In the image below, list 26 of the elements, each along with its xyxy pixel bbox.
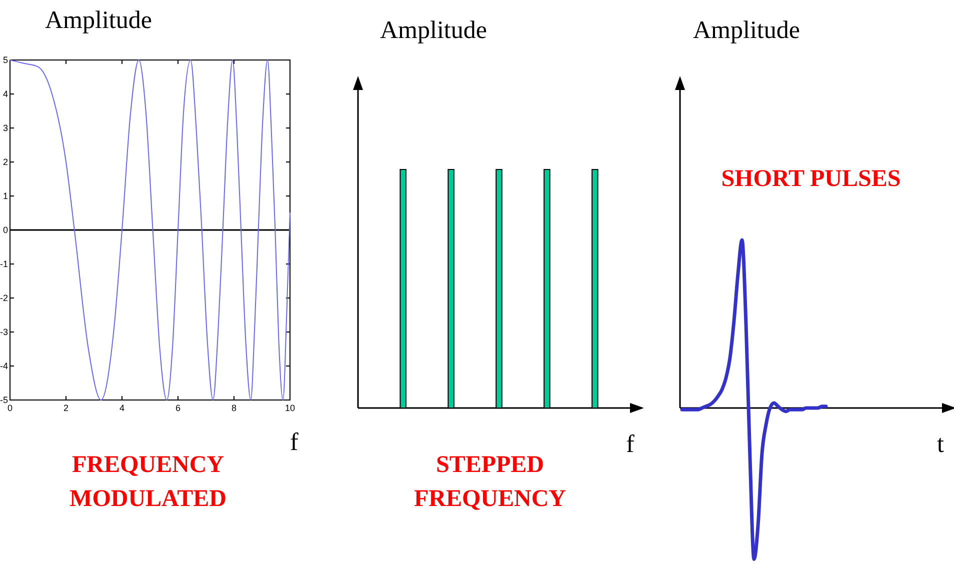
y-tick-label: -2 bbox=[0, 293, 8, 304]
y-tick-label: 2 bbox=[2, 157, 8, 168]
y-axis-title: Amplitude bbox=[45, 7, 152, 34]
y-tick-label: 3 bbox=[2, 123, 8, 134]
y-tick-label: -3 bbox=[0, 327, 8, 338]
x-tick-label: 6 bbox=[175, 403, 181, 413]
y-tick-label: 0 bbox=[2, 225, 8, 236]
x-axis-title: f bbox=[626, 431, 635, 458]
y-tick-label: -4 bbox=[0, 361, 8, 372]
y-tick-label: -1 bbox=[0, 259, 8, 270]
y-tick-label: -5 bbox=[0, 395, 8, 406]
y-tick-label: 4 bbox=[2, 89, 8, 100]
line-series bbox=[10, 60, 290, 400]
y-axis-title: Amplitude bbox=[380, 17, 487, 44]
x-axis-title: f bbox=[290, 429, 299, 456]
x-tick-label: 10 bbox=[284, 403, 296, 413]
y-axis-title: Amplitude bbox=[693, 17, 800, 44]
x-tick-label: 8 bbox=[231, 403, 237, 413]
y-tick-label: 5 bbox=[2, 55, 8, 66]
text: SHORT PULSES bbox=[721, 166, 901, 192]
x-axis-title: t bbox=[937, 431, 944, 458]
x-tick-label: 4 bbox=[119, 403, 125, 413]
x-tick-label: 2 bbox=[63, 403, 69, 413]
text: STEPPED FREQUENCY bbox=[414, 452, 566, 512]
text: FREQUENCY MODULATED bbox=[70, 452, 226, 512]
y-tick-label: 1 bbox=[2, 191, 8, 202]
